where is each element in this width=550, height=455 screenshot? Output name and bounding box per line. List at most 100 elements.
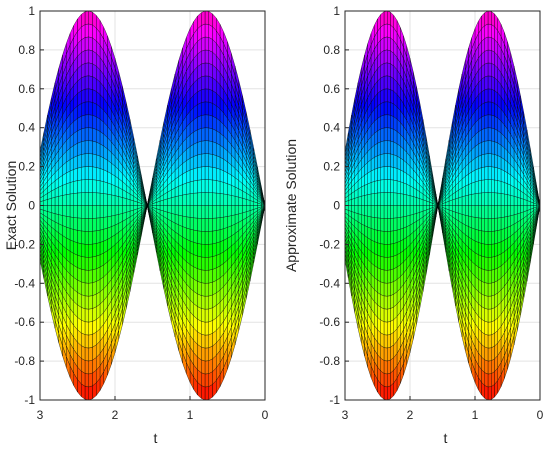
surface-patch	[96, 103, 101, 120]
x-axis-label: t	[154, 430, 158, 446]
surface-patch	[474, 240, 479, 255]
surface-patch	[461, 195, 466, 206]
surface-patch	[387, 269, 391, 284]
surface-patch	[387, 359, 391, 375]
surface-patch	[383, 308, 388, 323]
surface-patch	[474, 228, 479, 243]
surface-patch	[491, 75, 495, 91]
surface-patch	[383, 386, 388, 401]
surface-patch	[494, 305, 498, 321]
surface-patch	[487, 334, 492, 349]
surface-patch	[494, 166, 498, 181]
surface-patch	[62, 215, 67, 228]
surface-patch	[390, 179, 394, 194]
surface-patch	[380, 256, 385, 271]
surface-patch	[364, 205, 368, 217]
surface-patch	[374, 253, 378, 268]
surface-patch	[208, 320, 213, 336]
surface-patch	[77, 103, 82, 119]
surface-patch	[484, 101, 489, 116]
surface-patch	[377, 192, 381, 206]
surface-patch	[208, 281, 213, 297]
surface-patch	[84, 75, 89, 90]
surface-patch	[204, 140, 209, 154]
surface-patch	[494, 230, 498, 245]
surface-patch	[491, 371, 495, 387]
surface-patch	[197, 230, 202, 245]
surface-patch	[103, 157, 108, 172]
surface-patch	[208, 192, 213, 206]
surface-patch	[491, 345, 495, 362]
surface-patch	[193, 205, 198, 219]
surface-patch	[88, 308, 93, 323]
surface-patch	[193, 242, 198, 257]
surface-patch	[487, 23, 492, 38]
surface-patch	[357, 205, 362, 215]
surface-patch	[81, 358, 86, 374]
surface-patch	[77, 167, 82, 181]
surface-patch	[223, 227, 228, 241]
surface-patch	[403, 182, 407, 196]
surface-patch	[88, 153, 93, 168]
surface-patch	[487, 10, 492, 25]
surface-patch	[383, 256, 388, 271]
surface-patch	[88, 295, 93, 310]
surface-patch	[163, 205, 168, 213]
surface-patch	[494, 280, 498, 296]
surface-patch	[478, 229, 482, 244]
surface-patch	[383, 101, 388, 116]
surface-patch	[487, 192, 492, 206]
surface-patch	[212, 255, 217, 270]
surface-patch	[171, 205, 176, 215]
surface-patch	[212, 192, 217, 206]
surface-patch	[507, 205, 511, 217]
surface-patch	[111, 205, 116, 217]
surface-patch	[111, 215, 116, 227]
surface-patch	[484, 10, 489, 26]
y-tick-label: -1	[329, 393, 340, 407]
surface-patch	[383, 23, 388, 38]
surface-patch	[186, 216, 191, 230]
surface-patch	[88, 88, 93, 103]
x-axis: 3 2 1 0 t	[37, 396, 269, 446]
surface-patch	[494, 102, 498, 119]
surface-patch	[186, 238, 191, 253]
surface-patch	[88, 256, 93, 271]
surface-patch	[197, 306, 202, 322]
surface-patch	[484, 23, 489, 39]
surface-patch	[491, 384, 495, 400]
surface-patch	[178, 205, 183, 217]
surface-patch	[487, 360, 492, 375]
surface-patch	[383, 282, 388, 297]
surface-patch	[380, 37, 385, 53]
surface-patch	[219, 181, 224, 195]
surface-patch	[99, 229, 104, 243]
y-axis-label: Approximate Solution	[283, 139, 299, 272]
surface-patch	[374, 205, 378, 219]
surface-patch	[242, 205, 247, 214]
surface-patch	[223, 193, 228, 206]
x-axis-label: t	[444, 430, 448, 446]
surface-patch	[92, 255, 97, 271]
surface-patch	[487, 140, 492, 154]
surface-patch	[383, 127, 388, 142]
surface-patch	[77, 116, 82, 132]
surface-patch	[96, 116, 101, 132]
surface-patch	[491, 49, 495, 66]
surface-patch	[383, 295, 388, 310]
surface-patch	[357, 186, 362, 198]
surface-patch	[377, 103, 381, 119]
surface-patch	[201, 153, 206, 168]
surface-patch	[92, 268, 97, 284]
x-tick-label: 3	[342, 408, 349, 422]
surface-patch	[377, 267, 381, 283]
surface-patch	[208, 384, 213, 400]
surface-patch	[390, 102, 394, 118]
surface-patch	[374, 155, 378, 170]
surface-patch	[393, 217, 398, 232]
surface-patch	[383, 231, 388, 245]
surface-patch	[51, 197, 56, 206]
surface-patch	[208, 88, 213, 104]
surface-patch	[77, 230, 82, 244]
surface-patch	[201, 75, 206, 90]
